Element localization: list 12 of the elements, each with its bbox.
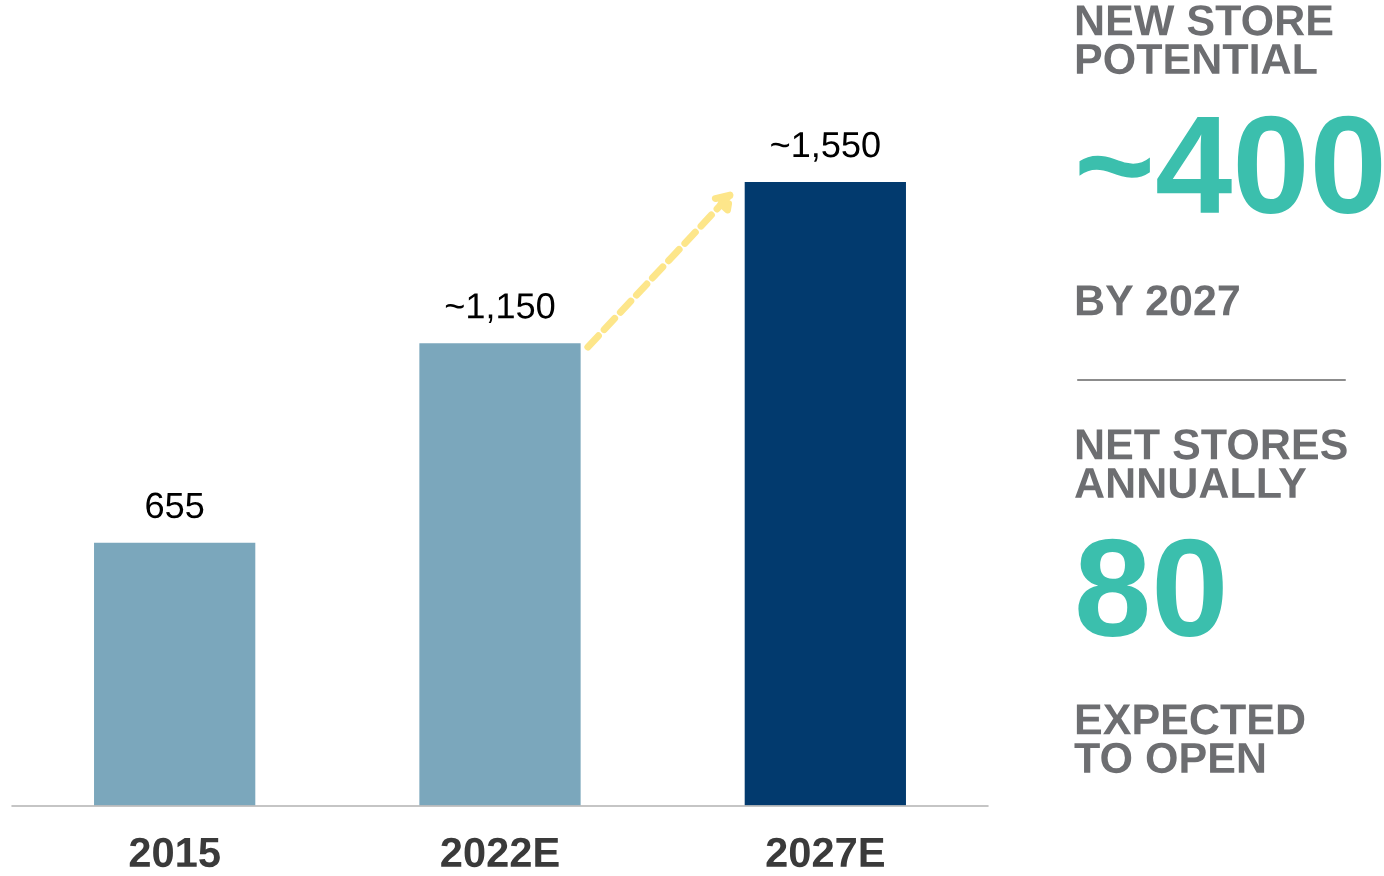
data-label: 655 bbox=[146, 492, 204, 519]
text: EXPECTED TO OPEN bbox=[1074, 704, 1305, 774]
data-label: ~1,550 bbox=[771, 131, 880, 162]
x-tick-label: 2015 bbox=[129, 837, 220, 868]
text: ~400 bbox=[1079, 115, 1382, 215]
data-label: ~1,150 bbox=[445, 293, 555, 323]
text: NEW STORE POTENTIAL bbox=[1076, 5, 1333, 75]
x-tick-label: 2027E bbox=[766, 837, 884, 868]
text: 80 bbox=[1078, 538, 1223, 638]
x-tick-label: 2022E bbox=[441, 837, 559, 868]
text: BY 2027 bbox=[1076, 285, 1239, 316]
text: NET STORES ANNUALLY bbox=[1075, 429, 1347, 499]
